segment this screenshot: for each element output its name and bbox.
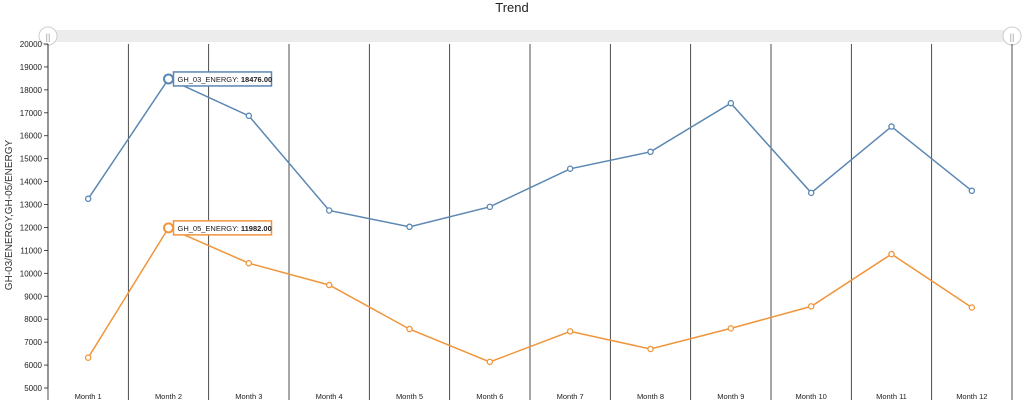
tooltip-series-label: GH_03_ENERGY: xyxy=(178,75,241,84)
data-point[interactable] xyxy=(245,112,253,120)
data-point[interactable] xyxy=(888,123,895,130)
data-point[interactable] xyxy=(406,223,413,231)
data-point[interactable] xyxy=(566,328,574,335)
x-tick-label: Month 12 xyxy=(956,392,987,401)
data-point[interactable] xyxy=(325,281,333,289)
y-tick-label: 18000 xyxy=(20,86,43,95)
data-point[interactable] xyxy=(84,195,92,203)
series-line-gh-03-energy xyxy=(87,78,973,228)
y-tick-label: 14000 xyxy=(20,178,43,187)
x-tick-label: Month 2 xyxy=(155,392,182,401)
y-tick-label: 16000 xyxy=(20,132,43,141)
data-point[interactable] xyxy=(807,303,815,310)
range-slider-track[interactable] xyxy=(48,30,1012,42)
data-point[interactable] xyxy=(84,354,92,361)
y-tick-label: 10000 xyxy=(20,269,43,278)
data-point[interactable] xyxy=(968,187,976,195)
x-tick-label: Month 9 xyxy=(717,392,744,401)
data-point[interactable] xyxy=(727,99,735,107)
y-tick-label: 12000 xyxy=(20,223,43,232)
y-tick-label: 5000 xyxy=(24,384,42,393)
series-line-gh-05-energy xyxy=(87,226,973,363)
tooltip-value: 11982.00 xyxy=(241,224,272,233)
tooltip: GH_05_ENERGY: 11982.00 xyxy=(172,220,273,236)
y-tick-label: 19000 xyxy=(20,63,43,72)
y-tick-label: 7000 xyxy=(24,338,42,347)
slider-grip-label: || xyxy=(46,32,51,42)
data-point[interactable] xyxy=(727,325,735,332)
data-point[interactable] xyxy=(486,203,494,211)
slider-grip-label: || xyxy=(1010,32,1015,42)
x-tick-label: Month 5 xyxy=(396,392,423,401)
data-point[interactable] xyxy=(888,250,895,258)
tooltip-value: 18476.00 xyxy=(241,75,272,84)
y-tick-label: 8000 xyxy=(24,315,42,324)
data-point[interactable] xyxy=(566,165,574,173)
highlighted-point[interactable] xyxy=(163,222,174,234)
tooltip: GH_03_ENERGY: 18476.00 xyxy=(172,71,273,87)
y-tick-label: 13000 xyxy=(20,201,43,210)
x-tick-label: Month 10 xyxy=(796,392,827,401)
x-tick-label: Month 3 xyxy=(235,392,262,401)
tooltip-box xyxy=(172,71,273,87)
data-point[interactable] xyxy=(325,207,333,214)
data-point[interactable] xyxy=(807,189,815,197)
y-tick-label: 15000 xyxy=(20,155,43,164)
data-point[interactable] xyxy=(245,259,253,267)
y-tick-label: 6000 xyxy=(24,361,42,370)
y-tick-label: 20000 xyxy=(20,40,43,49)
x-tick-label: Month 7 xyxy=(557,392,584,401)
highlighted-point[interactable] xyxy=(163,73,174,85)
x-tick-label: Month 1 xyxy=(75,392,102,401)
y-tick-label: 11000 xyxy=(20,246,42,255)
tooltip-text: GH_05_ENERGY: 11982.00 xyxy=(178,224,272,233)
chart-title: Trend xyxy=(495,0,529,15)
data-point[interactable] xyxy=(486,358,494,366)
x-tick-label: Month 11 xyxy=(876,392,907,401)
tooltip-box xyxy=(172,220,273,236)
y-tick-label: 9000 xyxy=(24,292,42,301)
x-tick-label: Month 6 xyxy=(476,392,503,401)
tooltip-series-label: GH_05_ENERGY: xyxy=(178,224,241,233)
data-point[interactable] xyxy=(406,325,413,333)
data-point[interactable] xyxy=(647,148,654,156)
tooltip-text: GH_03_ENERGY: 18476.00 xyxy=(178,75,273,84)
data-point[interactable] xyxy=(968,304,976,311)
y-tick-label: 17000 xyxy=(20,109,43,118)
data-point[interactable] xyxy=(647,345,654,353)
x-tick-label: Month 8 xyxy=(637,392,664,401)
x-tick-label: Month 4 xyxy=(316,392,343,401)
